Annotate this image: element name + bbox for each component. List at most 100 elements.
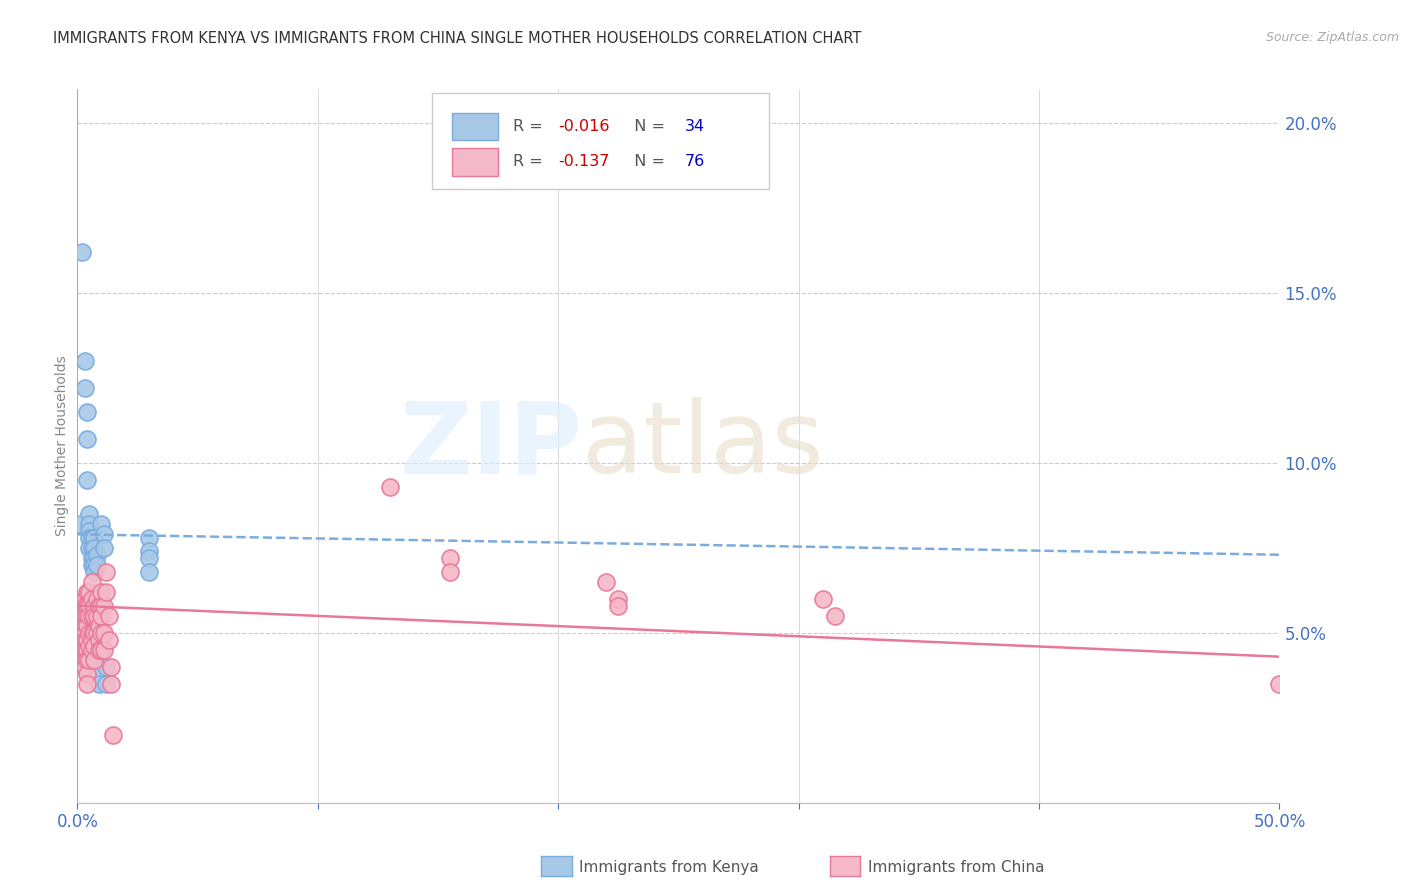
Point — [93, 541, 115, 555]
Point — [90, 599, 112, 613]
Point — [76, 632, 98, 647]
Point — [100, 677, 122, 691]
Point — [70, 632, 93, 647]
Point — [73, 626, 96, 640]
Point — [76, 666, 98, 681]
Point — [607, 591, 630, 606]
Point — [76, 432, 98, 446]
Point — [90, 626, 112, 640]
Text: -0.016: -0.016 — [558, 119, 610, 134]
Point — [76, 643, 98, 657]
Point — [87, 599, 110, 613]
Point — [79, 524, 101, 538]
Point — [79, 517, 101, 532]
Point — [79, 599, 101, 613]
Point — [93, 643, 115, 657]
Point — [607, 599, 630, 613]
Point — [83, 531, 105, 545]
Point — [73, 653, 96, 667]
Point — [90, 585, 112, 599]
Point — [824, 608, 846, 623]
Text: atlas: atlas — [582, 398, 824, 494]
Point — [100, 660, 122, 674]
Point — [79, 585, 101, 599]
Point — [439, 565, 461, 579]
Point — [80, 591, 103, 606]
Point — [69, 626, 91, 640]
Point — [76, 677, 98, 691]
Text: N =: N = — [624, 154, 671, 169]
FancyBboxPatch shape — [453, 148, 498, 176]
Point — [439, 551, 461, 566]
Text: Source: ZipAtlas.com: Source: ZipAtlas.com — [1265, 31, 1399, 45]
Point — [79, 531, 101, 545]
Point — [97, 632, 120, 647]
Point — [96, 585, 118, 599]
Point — [97, 608, 120, 623]
Point — [86, 558, 108, 572]
Point — [80, 531, 103, 545]
Point — [83, 653, 105, 667]
Point — [76, 585, 98, 599]
Text: Immigrants from Kenya: Immigrants from Kenya — [579, 861, 759, 875]
Point — [76, 473, 98, 487]
Point — [73, 660, 96, 674]
Point — [73, 381, 96, 395]
Point — [93, 599, 115, 613]
Point — [80, 574, 103, 589]
Point — [138, 551, 160, 566]
Point — [73, 608, 96, 623]
Point — [90, 608, 112, 623]
Point — [86, 591, 108, 606]
Point — [79, 626, 101, 640]
Point — [76, 599, 98, 613]
Text: R =: R = — [513, 119, 547, 134]
Point — [79, 608, 101, 623]
Point — [87, 632, 110, 647]
Point — [86, 666, 108, 681]
Point — [90, 643, 112, 657]
Point — [80, 608, 103, 623]
Point — [86, 626, 108, 640]
Point — [93, 527, 115, 541]
Text: IMMIGRANTS FROM KENYA VS IMMIGRANTS FROM CHINA SINGLE MOTHER HOUSEHOLDS CORRELAT: IMMIGRANTS FROM KENYA VS IMMIGRANTS FROM… — [53, 31, 862, 46]
Point — [80, 626, 103, 640]
Point — [1268, 677, 1291, 691]
Point — [86, 548, 108, 562]
Text: R =: R = — [513, 154, 547, 169]
Text: -0.137: -0.137 — [558, 154, 610, 169]
Point — [76, 619, 98, 633]
Point — [79, 507, 101, 521]
Point — [69, 619, 91, 633]
Point — [73, 632, 96, 647]
Point — [73, 599, 96, 613]
Point — [70, 608, 93, 623]
Point — [83, 565, 105, 579]
Point — [86, 608, 108, 623]
Point — [138, 565, 160, 579]
Text: ZIP: ZIP — [399, 398, 582, 494]
Point — [80, 558, 103, 572]
Point — [70, 599, 93, 613]
Point — [138, 531, 160, 545]
Text: Immigrants from China: Immigrants from China — [868, 861, 1045, 875]
Point — [83, 558, 105, 572]
Point — [73, 591, 96, 606]
Point — [70, 643, 93, 657]
Point — [73, 643, 96, 657]
Point — [595, 574, 617, 589]
Point — [70, 245, 93, 260]
FancyBboxPatch shape — [453, 112, 498, 140]
Point — [87, 619, 110, 633]
Point — [73, 354, 96, 368]
Text: N =: N = — [624, 119, 671, 134]
Point — [83, 541, 105, 555]
Point — [83, 551, 105, 566]
Point — [83, 599, 105, 613]
Point — [70, 619, 93, 633]
Text: 76: 76 — [685, 154, 704, 169]
Point — [76, 405, 98, 419]
FancyBboxPatch shape — [432, 93, 769, 189]
Point — [103, 728, 125, 742]
Point — [87, 643, 110, 657]
